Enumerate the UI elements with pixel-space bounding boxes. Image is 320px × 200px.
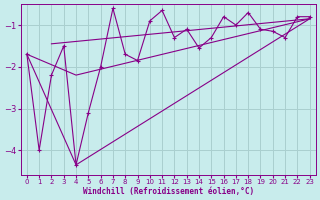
X-axis label: Windchill (Refroidissement éolien,°C): Windchill (Refroidissement éolien,°C)	[83, 187, 254, 196]
